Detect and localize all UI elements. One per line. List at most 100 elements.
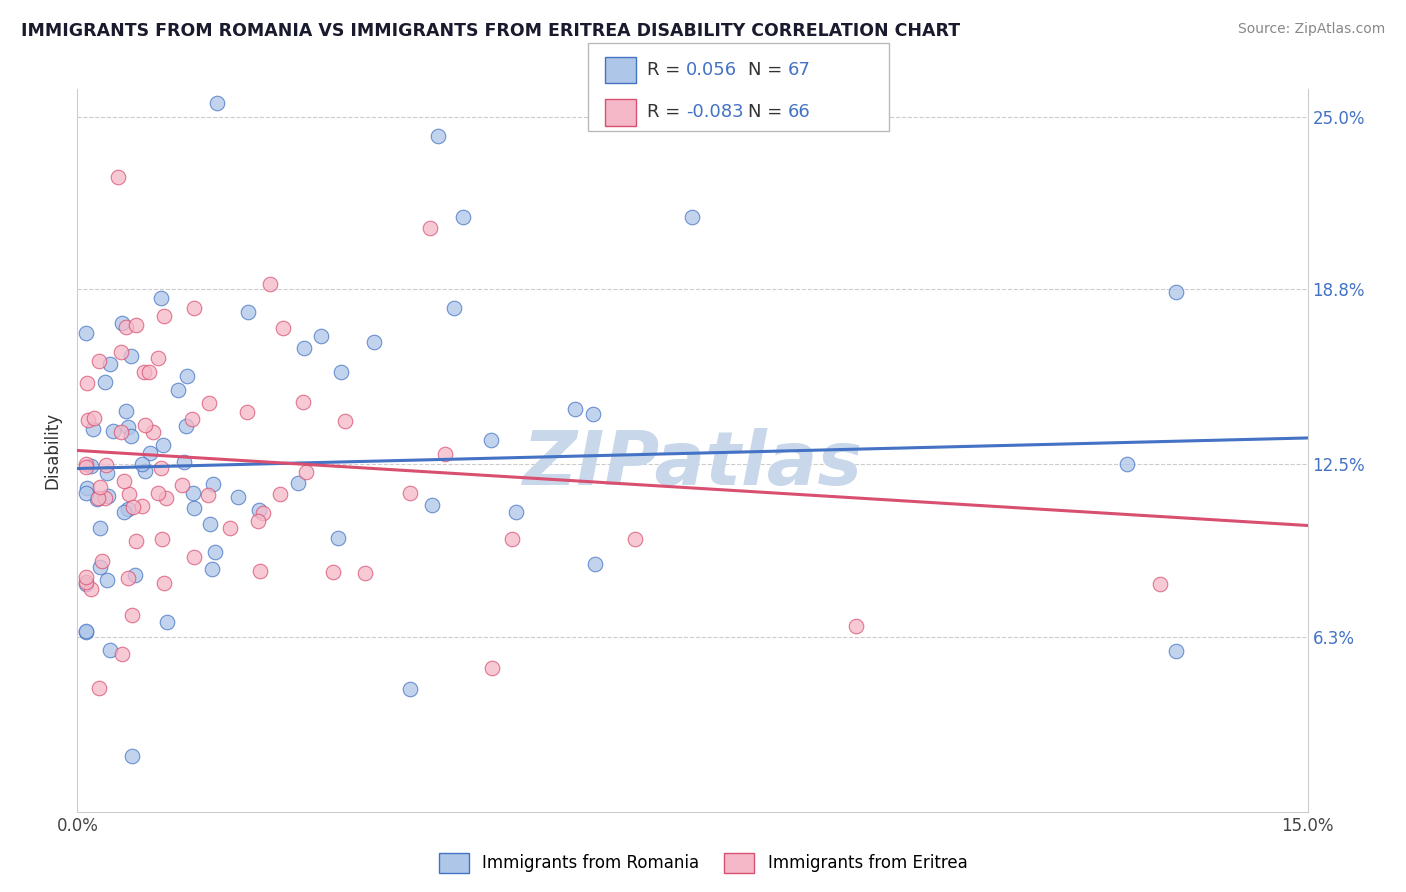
Point [201, 562, 224, 576]
Text: 0.056: 0.056 [686, 61, 737, 79]
Point [170, 478, 193, 492]
Legend: Immigrants from Romania, Immigrants from Eritrea: Immigrants from Romania, Immigrants from… [432, 847, 974, 880]
Point [292, 394, 315, 409]
Point [80, 459, 103, 474]
Point [419, 221, 441, 235]
Y-axis label: Disability: Disability [44, 412, 62, 489]
Point [197, 488, 219, 502]
Point [198, 516, 221, 531]
Point [420, 498, 443, 512]
Point [139, 446, 162, 460]
Point [138, 365, 160, 379]
Point [75, 486, 97, 500]
Point [1166, 285, 1188, 299]
Point [398, 682, 420, 697]
Point [96, 573, 118, 587]
Point [86, 491, 108, 506]
Point [121, 749, 143, 764]
Point [176, 368, 198, 383]
Point [80, 582, 103, 596]
Point [205, 96, 228, 111]
Point [481, 661, 503, 675]
Point [443, 301, 465, 316]
Point [110, 425, 132, 440]
Point [247, 503, 270, 517]
Point [219, 520, 242, 534]
Point [183, 301, 205, 315]
Point [623, 532, 645, 546]
Point [117, 572, 139, 586]
Point [155, 491, 177, 506]
Text: IMMIGRANTS FROM ROMANIA VS IMMIGRANTS FROM ERITREA DISABILITY CORRELATION CHART: IMMIGRANTS FROM ROMANIA VS IMMIGRANTS FR… [21, 22, 960, 40]
Point [90, 554, 112, 568]
Point [269, 487, 291, 501]
Point [845, 618, 868, 632]
Text: R =: R = [647, 61, 686, 79]
Point [433, 446, 456, 460]
Point [1149, 577, 1171, 591]
Point [115, 319, 138, 334]
Point [117, 419, 139, 434]
Text: 67: 67 [787, 61, 810, 79]
Point [202, 477, 225, 491]
Point [110, 344, 132, 359]
Text: N =: N = [748, 103, 787, 121]
Point [120, 349, 142, 363]
Point [204, 545, 226, 559]
Point [131, 457, 153, 471]
Point [354, 566, 377, 581]
Point [107, 169, 129, 184]
Point [75, 574, 97, 589]
Point [89, 521, 111, 535]
Point [427, 129, 450, 144]
Point [89, 354, 111, 368]
Point [309, 328, 332, 343]
Point [96, 490, 118, 504]
Point [112, 505, 135, 519]
Point [117, 501, 139, 516]
Point [120, 429, 142, 443]
Point [83, 411, 105, 425]
Point [76, 376, 98, 390]
Point [87, 491, 110, 505]
Point [75, 625, 97, 640]
Point [89, 559, 111, 574]
Point [75, 624, 97, 638]
Point [75, 570, 97, 584]
Point [174, 419, 197, 434]
Point [236, 404, 259, 418]
Point [134, 417, 156, 432]
Text: N =: N = [748, 61, 787, 79]
Point [1116, 458, 1139, 472]
Point [124, 534, 146, 549]
Point [75, 576, 97, 591]
Point [287, 475, 309, 490]
Point [295, 466, 318, 480]
Point [82, 422, 104, 436]
Point [150, 532, 173, 546]
Point [118, 487, 141, 501]
Point [330, 365, 353, 379]
Text: 66: 66 [787, 103, 810, 121]
Point [149, 291, 172, 305]
Point [322, 565, 344, 579]
Point [564, 401, 586, 416]
Point [111, 647, 134, 661]
Point [75, 457, 97, 471]
Point [153, 575, 176, 590]
Point [152, 438, 174, 452]
Point [259, 277, 281, 291]
Point [121, 607, 143, 622]
Point [134, 464, 156, 478]
Point [682, 210, 704, 224]
Point [134, 365, 156, 379]
Point [183, 549, 205, 564]
Point [451, 210, 474, 224]
Point [94, 458, 117, 472]
Text: R =: R = [647, 103, 686, 121]
Point [292, 342, 315, 356]
Point [110, 316, 132, 330]
Point [236, 305, 259, 319]
Point [398, 486, 420, 500]
Point [271, 321, 294, 335]
